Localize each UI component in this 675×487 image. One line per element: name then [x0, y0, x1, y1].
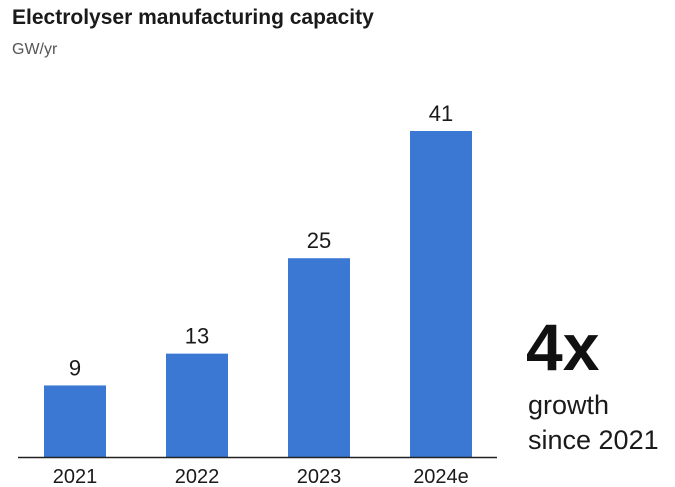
x-tick-label-2022: 2022: [175, 466, 220, 487]
bar-value-label-2024e: 41: [429, 101, 453, 126]
x-tick-label-2021: 2021: [53, 466, 98, 487]
x-tick-labels: 2021 2022 2023 2024e: [53, 466, 469, 487]
growth-caption-line1: growth: [528, 390, 610, 420]
bar-2021: [44, 385, 106, 457]
value-labels-group: 9 13 25 41: [69, 101, 453, 380]
x-tick-label-2024e: 2024e: [413, 466, 469, 487]
bar-value-label-2022: 13: [185, 324, 209, 349]
bars-group: [44, 131, 472, 457]
x-tick-label-2023: 2023: [297, 466, 342, 487]
bar-value-label-2023: 25: [307, 228, 331, 253]
bar-2022: [166, 353, 228, 457]
bar-value-label-2021: 9: [69, 355, 81, 380]
chart-unit-label: GW/yr: [12, 41, 58, 58]
growth-caption-line2: since 2021: [528, 425, 659, 455]
bar-2024e: [410, 131, 472, 457]
growth-multiplier: 4x: [526, 310, 600, 384]
bar-2023: [288, 258, 350, 457]
chart-title: Electrolyser manufacturing capacity: [12, 6, 374, 29]
